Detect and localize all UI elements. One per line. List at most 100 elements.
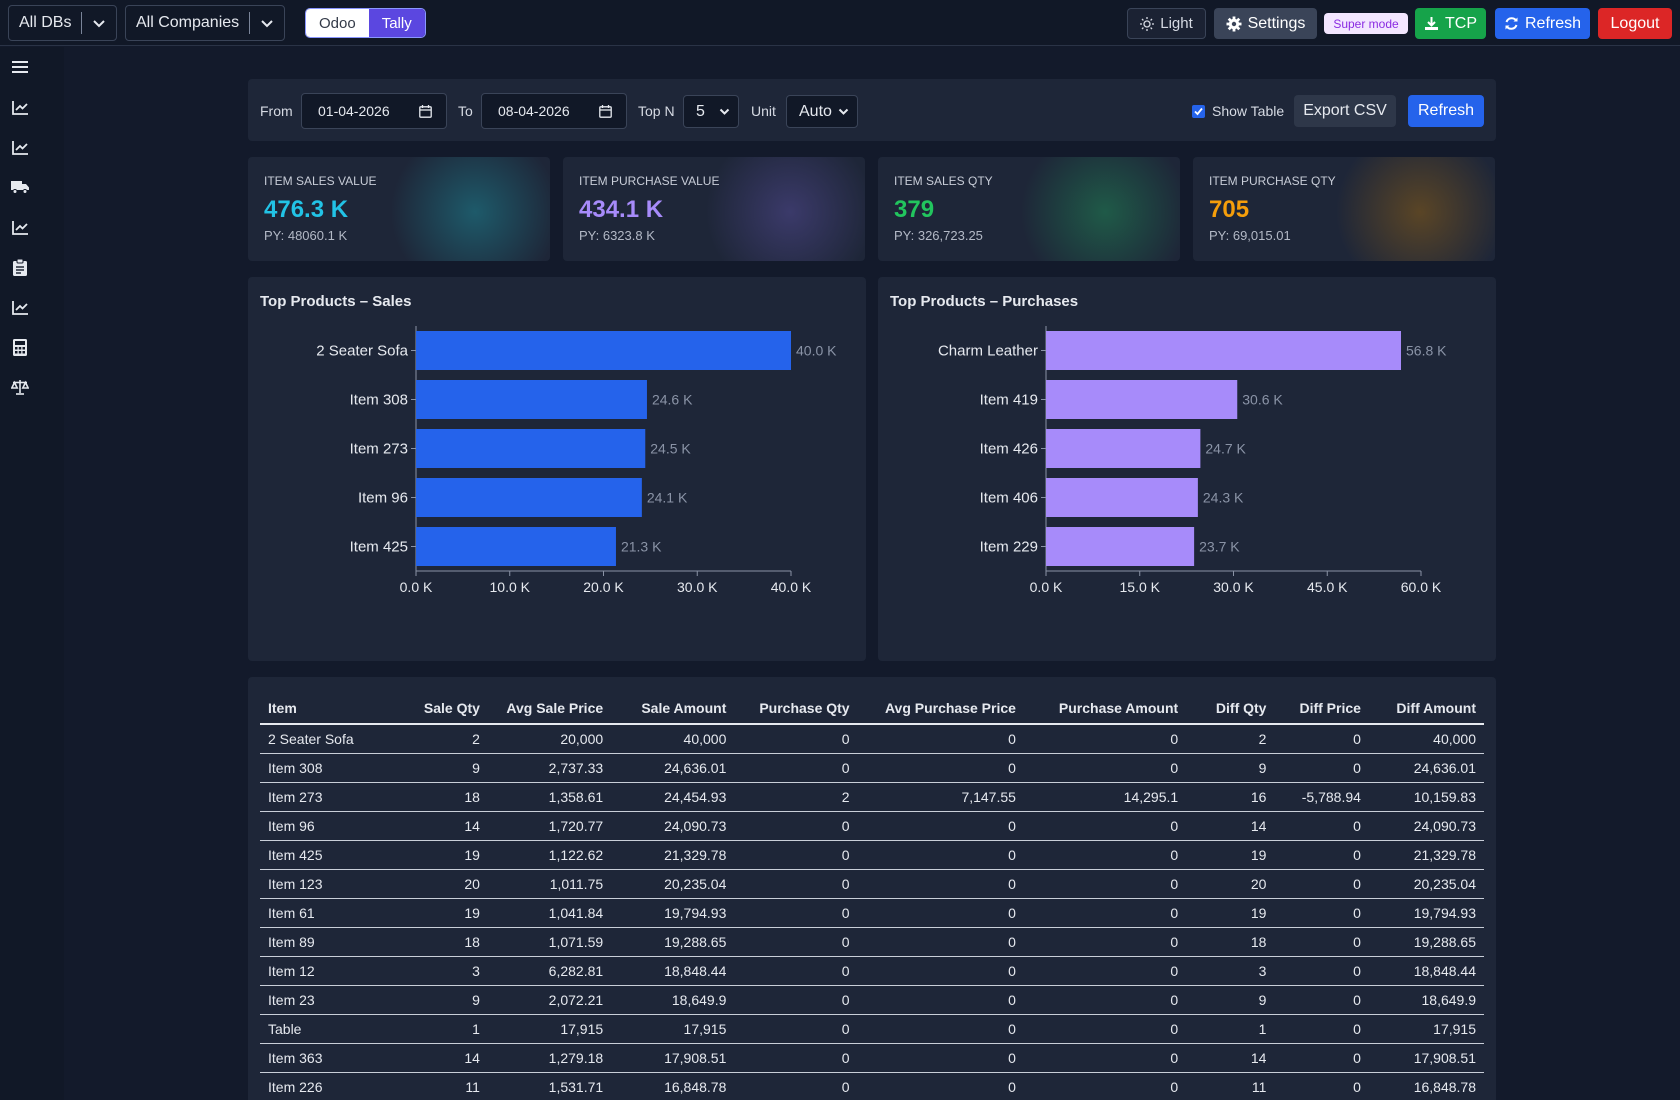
table-cell: 0 (734, 956, 858, 986)
card-glow (1020, 157, 1180, 261)
table-cell: 0 (1274, 811, 1369, 841)
clipboard-icon[interactable] (10, 257, 30, 277)
table-cell: 17,915 (487, 1014, 612, 1044)
table-cell: 9 (403, 753, 488, 783)
column-header[interactable]: Avg Purchase Price (857, 693, 1024, 725)
kpi-value: 476.3 K (264, 196, 349, 223)
calendar-icon[interactable] (419, 104, 432, 118)
export-csv-button[interactable]: Export CSV (1294, 95, 1396, 127)
table-cell: 19,794.93 (1368, 898, 1484, 928)
unit-select[interactable]: Auto (786, 95, 858, 128)
table-cell: 0 (857, 840, 1024, 870)
menu-icon[interactable] (10, 57, 30, 77)
refresh-icon (1505, 17, 1518, 30)
divider (249, 12, 251, 34)
purchases-chart-title: Top Products – Purchases (890, 293, 1079, 310)
column-header[interactable]: Item (260, 693, 404, 725)
table-cell: Item 363 (260, 1043, 404, 1073)
table-cell: 20 (1186, 869, 1275, 899)
company-select[interactable]: All Companies (125, 5, 286, 41)
table-row: Item 425 19 1,122.62 21,329.78 0 0 0 19 0 21,329.… (260, 840, 1484, 870)
bar (416, 478, 642, 517)
calendar-icon[interactable] (599, 104, 612, 118)
source-option-tally[interactable]: Tally (368, 9, 425, 37)
column-header[interactable]: Avg Sale Price (487, 693, 612, 725)
table-cell: 20,235.04 (611, 869, 735, 899)
company-select-label: All Companies (136, 14, 240, 31)
refresh-button[interactable]: Refresh (1408, 95, 1484, 127)
table-cell: 17,908.51 (611, 1043, 735, 1073)
table-cell: 0 (1023, 1072, 1187, 1100)
table-cell: 24,636.01 (1368, 753, 1484, 783)
db-select-label: All DBs (19, 14, 72, 31)
column-header[interactable]: Diff Amount (1368, 693, 1484, 725)
table-cell: 0 (857, 869, 1024, 899)
from-date-input[interactable]: 01-04-2026 (301, 93, 447, 129)
chevron-down-icon (838, 108, 849, 115)
table-row: Item 96 14 1,720.77 24,090.73 0 0 0 14 0 24,090.7… (260, 811, 1484, 841)
refresh-top-button[interactable]: Refresh (1495, 8, 1590, 39)
table-row: Table 1 17,915 17,915 0 0 0 1 0 17,915 (260, 1014, 1484, 1044)
tcp-button[interactable]: TCP (1415, 8, 1486, 39)
chart-line-icon[interactable] (10, 137, 30, 157)
light-label: Light (1160, 15, 1193, 32)
table-cell: Item 273 (260, 782, 404, 812)
chart-line-icon[interactable] (10, 297, 30, 317)
table-cell: 20,000 (487, 724, 612, 754)
table-cell: 14,295.1 (1023, 782, 1187, 812)
table-cell: 0 (1023, 753, 1187, 783)
column-header[interactable]: Diff Price (1274, 693, 1369, 725)
table-cell: 0 (1023, 724, 1187, 754)
to-date-input[interactable]: 08-04-2026 (481, 93, 627, 129)
chevron-down-icon[interactable] (82, 16, 116, 30)
table-cell: 17,915 (611, 1014, 735, 1044)
light-theme-button[interactable]: Light (1127, 8, 1206, 39)
table-cell: Item 12 (260, 956, 404, 986)
logout-button[interactable]: Logout (1598, 8, 1672, 39)
column-header[interactable]: Sale Qty (403, 693, 488, 725)
chevron-down-icon[interactable] (250, 16, 284, 30)
column-header[interactable]: Purchase Amount (1023, 693, 1187, 725)
column-header[interactable]: Purchase Qty (734, 693, 858, 725)
column-header[interactable]: Sale Amount (611, 693, 735, 725)
kpi-previous-year: PY: 326,723.25 (894, 228, 983, 243)
kpi-label: ITEM SALES QTY (894, 174, 993, 188)
table-cell: 14 (1186, 811, 1275, 841)
category-label: Item 425 (350, 539, 408, 556)
table-row: Item 363 14 1,279.18 17,908.51 0 0 0 14 0 17,908.… (260, 1043, 1484, 1073)
category-label: Item 229 (980, 539, 1038, 556)
data-label: 23.7 K (1199, 539, 1240, 555)
data-label: 24.6 K (652, 392, 693, 408)
chart-line-icon[interactable] (10, 97, 30, 117)
purchases-chart-panel: Charm Leather 56.8 K Item 419 30.6 K Item 42… (878, 277, 1496, 661)
table-cell: 9 (403, 985, 488, 1015)
chart-line-icon[interactable] (10, 217, 30, 237)
calculator-icon[interactable] (10, 337, 30, 357)
source-option-odoo[interactable]: Odoo (306, 9, 369, 37)
sales-bar-chart: 2 Seater Sofa 40.0 K Item 308 24.6 K Item 27… (316, 326, 837, 595)
super-mode-badge[interactable]: Super mode (1324, 13, 1408, 34)
table-cell: 24,090.73 (611, 811, 735, 841)
scale-icon[interactable] (10, 377, 30, 397)
table-cell: 1 (1186, 1014, 1275, 1044)
truck-icon[interactable] (10, 177, 30, 197)
kpi-card-sales-value: ITEM SALES VALUE 476.3 K PY: 48060.1 K (248, 157, 550, 261)
refresh-top-label: Refresh (1524, 14, 1582, 32)
show-table-checkbox[interactable] (1192, 105, 1205, 118)
data-label: 24.7 K (1205, 441, 1246, 457)
settings-button[interactable]: Settings (1214, 8, 1317, 39)
kpi-card-purchase-qty: ITEM PURCHASE QTY 705 PY: 69,015.01 (1193, 157, 1495, 261)
item-comparison-table: Item Sale Qty Avg Sale Price Sale Amount Pur… (260, 693, 1484, 1100)
card-glow (1335, 157, 1495, 261)
category-label: Item 426 (980, 441, 1038, 458)
table-body: 2 Seater Sofa 2 20,000 40,000 0 0 0 2 0 40,000 Ite… (260, 724, 1484, 1100)
db-select[interactable]: All DBs (8, 5, 118, 41)
column-header[interactable]: Diff Qty (1186, 693, 1275, 725)
topn-select[interactable]: 5 (683, 95, 739, 128)
table-cell: 0 (734, 1072, 858, 1100)
show-table-label[interactable]: Show Table (1212, 103, 1285, 119)
table-cell: Item 61 (260, 898, 404, 928)
kpi-value: 434.1 K (579, 196, 664, 223)
bar (1046, 527, 1195, 566)
table-cell: 3 (403, 956, 488, 986)
